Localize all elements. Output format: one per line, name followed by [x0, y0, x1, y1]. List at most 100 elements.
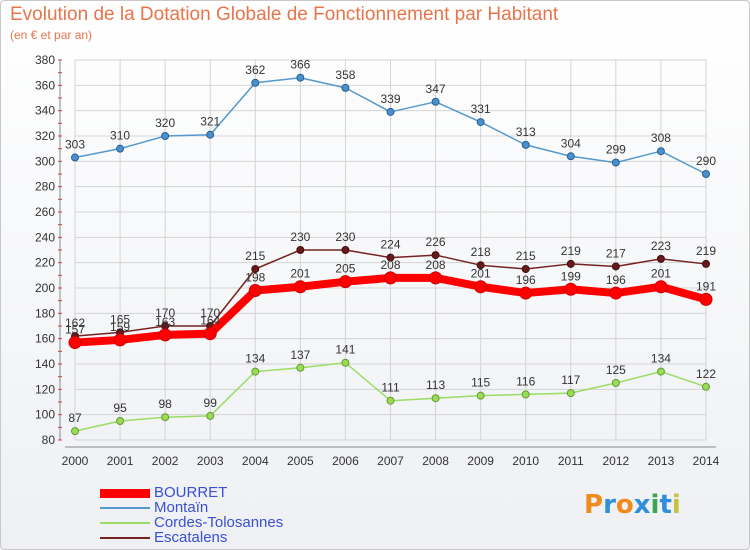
- data-label-cordes-tolosannes: 137: [290, 348, 310, 362]
- data-point-monta-n: [656, 147, 665, 156]
- data-point-monta-n: [386, 107, 395, 116]
- data-label-bourret: 201: [651, 267, 671, 281]
- data-point-cordes-tolosannes: [521, 390, 530, 399]
- x-tick-label: 2003: [197, 454, 224, 468]
- data-label-bourret: 196: [606, 273, 626, 287]
- data-point-escatalens: [251, 265, 260, 273]
- x-tick-label: 2012: [603, 454, 630, 468]
- chart-title: Evolution de la Dotation Globale de Fonc…: [10, 4, 559, 25]
- data-point-bourret: [113, 333, 127, 347]
- data-point-bourret: [699, 292, 713, 306]
- data-label-bourret: 191: [696, 279, 716, 293]
- data-point-monta-n: [566, 152, 575, 161]
- brand-letter: i: [650, 490, 660, 520]
- data-point-bourret: [564, 282, 578, 296]
- data-label-bourret: 157: [65, 322, 85, 336]
- y-tick-label: 200: [35, 281, 55, 295]
- data-label-monta-n: 331: [471, 102, 491, 116]
- data-label-cordes-tolosannes: 122: [696, 367, 716, 381]
- data-label-cordes-tolosannes: 117: [561, 373, 580, 387]
- data-label-cordes-tolosannes: 134: [245, 352, 265, 366]
- data-label-monta-n: 362: [245, 63, 265, 77]
- data-label-bourret: 196: [516, 273, 536, 287]
- legend-label-bourret: BOURRET: [154, 484, 228, 501]
- data-label-escatalens: 219: [696, 244, 716, 258]
- brand-letter: P: [584, 490, 604, 520]
- data-point-escatalens: [611, 262, 620, 271]
- data-point-escatalens: [431, 251, 440, 260]
- data-point-bourret: [474, 280, 488, 294]
- data-label-bourret: 159: [110, 320, 130, 334]
- data-label-monta-n: 366: [290, 58, 310, 72]
- data-point-bourret: [203, 327, 217, 341]
- data-point-escatalens: [296, 246, 305, 254]
- legend-swatch-cordes: [100, 522, 150, 524]
- data-label-monta-n: 290: [696, 154, 716, 168]
- data-label-cordes-tolosannes: 111: [381, 381, 400, 395]
- series-layer: [68, 73, 713, 436]
- grid-lines: [74, 59, 707, 441]
- data-label-cordes-tolosannes: 95: [113, 401, 127, 415]
- data-label-bourret: 164: [200, 314, 220, 328]
- data-point-cordes-tolosannes: [341, 358, 350, 367]
- legend-swatch-montain: [100, 507, 150, 509]
- x-tick-label: 2009: [467, 454, 494, 468]
- legend-label-montain: Montaïn: [154, 499, 209, 516]
- data-label-escatalens: 218: [471, 245, 491, 259]
- data-point-escatalens: [566, 259, 575, 268]
- y-tick-label: 140: [35, 357, 55, 371]
- data-point-bourret: [338, 275, 352, 289]
- x-tick-label: 2010: [512, 454, 539, 468]
- data-label-escatalens: 165: [110, 312, 130, 326]
- data-label-cordes-tolosannes: 87: [68, 411, 82, 425]
- data-point-bourret: [429, 271, 443, 285]
- x-tick-label: 2001: [107, 454, 134, 468]
- data-label-escatalens: 224: [380, 238, 400, 252]
- data-point-bourret: [654, 280, 668, 294]
- x-tick-label: 2002: [152, 454, 179, 468]
- data-point-cordes-tolosannes: [116, 417, 125, 425]
- data-label-escatalens: 230: [290, 230, 310, 244]
- brand-letter: x: [633, 490, 651, 520]
- data-point-cordes-tolosannes: [206, 411, 215, 420]
- y-tick-label: 220: [35, 256, 55, 270]
- data-point-monta-n: [206, 130, 215, 139]
- data-label-monta-n: 339: [380, 92, 400, 106]
- data-label-escatalens: 215: [245, 249, 265, 263]
- y-tick-label: 180: [35, 306, 55, 320]
- y-tick-label: 120: [35, 382, 55, 396]
- data-label-cordes-tolosannes: 98: [158, 397, 172, 411]
- brand-letter: i: [671, 490, 681, 520]
- data-label-bourret: 201: [290, 267, 310, 281]
- x-tick-label: 2014: [693, 454, 720, 468]
- x-tick-label: 2008: [422, 454, 449, 468]
- data-point-cordes-tolosannes: [702, 382, 710, 391]
- data-point-bourret: [519, 286, 533, 300]
- data-label-monta-n: 310: [110, 129, 130, 143]
- data-label-cordes-tolosannes: 116: [516, 374, 535, 388]
- data-label-bourret: 208: [380, 258, 400, 272]
- data-label-cordes-tolosannes: 134: [651, 352, 671, 366]
- data-point-cordes-tolosannes: [71, 427, 79, 436]
- data-label-monta-n: 299: [606, 143, 626, 157]
- data-label-escatalens: 226: [426, 235, 446, 249]
- y-tick-label: 80: [42, 433, 56, 447]
- data-point-escatalens: [341, 246, 350, 254]
- x-tick-label: 2005: [287, 454, 314, 468]
- data-point-bourret: [248, 284, 262, 298]
- x-tick-label: 2011: [558, 454, 584, 468]
- legend-label-escatalens: Escatalens: [154, 529, 228, 546]
- data-point-bourret: [158, 328, 172, 342]
- data-point-monta-n: [251, 78, 260, 87]
- y-tick-label: 260: [35, 205, 55, 219]
- data-label-monta-n: 308: [651, 131, 671, 145]
- data-label-escatalens: 217: [606, 246, 626, 260]
- data-point-cordes-tolosannes: [566, 389, 575, 398]
- data-point-cordes-tolosannes: [476, 391, 485, 400]
- data-label-cordes-tolosannes: 141: [335, 343, 355, 357]
- brand-letter: o: [615, 490, 634, 520]
- y-tick-label: 300: [35, 154, 55, 168]
- data-label-bourret: 198: [245, 271, 265, 285]
- data-point-monta-n: [161, 132, 170, 140]
